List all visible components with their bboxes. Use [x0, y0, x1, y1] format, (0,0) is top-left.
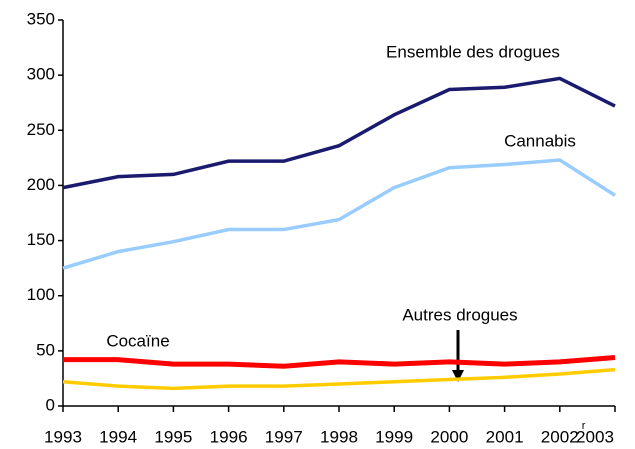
x-tick-label: 1993	[44, 427, 82, 446]
arrow-head	[452, 370, 464, 382]
x-tick-label: 2003	[576, 427, 614, 446]
x-tick-label: 1994	[99, 427, 137, 446]
y-tick-label: 200	[27, 175, 55, 194]
x-tick-label: 1998	[320, 427, 358, 446]
y-tick-label: 350	[27, 9, 55, 28]
series-label: Cannabis	[504, 131, 576, 150]
series-line	[62, 158, 616, 270]
series-label: Cocaïne	[106, 331, 169, 350]
x-tick-label: 1999	[375, 427, 413, 446]
series-label: Autres drogues	[402, 305, 517, 324]
y-tick-label: 100	[27, 285, 55, 304]
x-tick-label: 1996	[210, 427, 248, 446]
x-tick-label: 2000	[430, 427, 468, 446]
series-label: Ensemble des drogues	[386, 42, 560, 61]
y-tick-label: 50	[36, 340, 55, 359]
series-line	[62, 367, 616, 391]
x-tick-label: 1995	[154, 427, 192, 446]
series-line	[63, 354, 616, 369]
y-tick-label: 0	[46, 395, 55, 414]
x-tick-label: 1997	[265, 427, 303, 446]
y-tick-label: 150	[27, 230, 55, 249]
y-tick-label: 250	[27, 120, 55, 139]
revision-mark: r	[582, 420, 586, 432]
x-tick-label: 2002	[541, 427, 579, 446]
y-tick-label: 300	[27, 65, 55, 84]
x-tick-label: 2001	[486, 427, 524, 446]
series-line	[62, 76, 616, 190]
